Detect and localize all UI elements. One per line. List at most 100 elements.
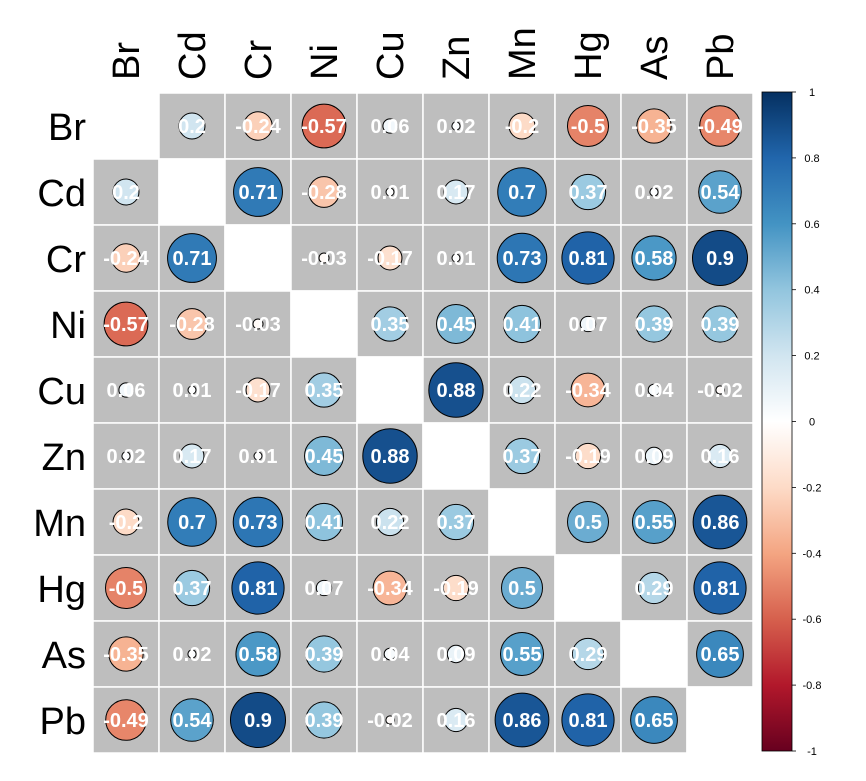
cell-mn-hg: 0.5: [554, 488, 622, 556]
colorbar-tick-label: -0.2: [803, 482, 822, 494]
cell-hg-pb: 0.81: [686, 554, 754, 622]
correlation-circle: [502, 304, 542, 344]
cell-background: [488, 488, 556, 556]
cell-mn-cr: 0.73: [224, 488, 292, 556]
row-label-hg: Hg: [37, 569, 86, 611]
correlation-circle: [561, 693, 615, 747]
correlation-value-label: -0.34: [367, 578, 413, 600]
correlation-circle: [304, 502, 344, 542]
cell-pb-as: 0.65: [620, 686, 688, 754]
cell-as-pb: 0.65: [686, 620, 754, 688]
cell-zn-cr: 0.01: [224, 422, 292, 490]
cell-zn-pb: 0.16: [686, 422, 754, 490]
correlation-value-label: 0.58: [635, 248, 674, 270]
correlation-circle: [707, 443, 733, 469]
correlation-value-label: -0.02: [697, 380, 743, 402]
correlation-value-label: 0.86: [503, 710, 542, 732]
column-label-ni: Ni: [304, 44, 346, 80]
cell-zn-mn: 0.37: [488, 422, 556, 490]
correlation-value-label: 0.73: [503, 248, 542, 270]
colorbar-tick-label: 0.8: [804, 153, 819, 165]
correlation-circle: [494, 692, 550, 748]
cell-background: [554, 554, 622, 622]
correlation-circle: [500, 566, 544, 610]
correlation-value-label: -0.03: [235, 314, 281, 336]
cell-background: [686, 422, 754, 490]
cell-mn-as: 0.55: [620, 488, 688, 556]
correlation-value-label: 0.71: [239, 182, 278, 204]
column-labels: Br Cd Cr Ni Cu Zn Mn Hg As Pb: [106, 27, 742, 80]
correlation-circle: [104, 566, 148, 610]
correlation-circle: [497, 167, 547, 217]
correlation-circle: [108, 636, 144, 672]
correlation-value-label: -0.28: [301, 182, 347, 204]
cell-cr-pb: 0.9: [686, 224, 754, 292]
correlation-value-label: 0.88: [437, 380, 476, 402]
cell-as-cu: 0.04: [356, 620, 424, 688]
correlation-value-label: 0.81: [239, 578, 278, 600]
cell-br-hg: -0.5: [554, 92, 622, 160]
correlation-circle: [167, 233, 217, 283]
correlation-circle: [315, 579, 333, 597]
cell-pb-br: -0.49: [92, 686, 160, 754]
cell-as-cr: 0.58: [224, 620, 292, 688]
correlation-circle: [701, 305, 739, 343]
cell-ni-zn: 0.45: [422, 290, 490, 358]
cell-mn-zn: 0.37: [422, 488, 490, 556]
cell-cu-cr: -0.17: [224, 356, 292, 424]
cell-cd-br: 0.2: [92, 158, 160, 226]
cell-pb-hg: 0.81: [554, 686, 622, 754]
correlation-value-label: 0.45: [305, 446, 344, 468]
cell-mn-mn: [488, 488, 556, 556]
cell-as-cd: 0.02: [158, 620, 226, 688]
correlation-circle: [696, 630, 744, 678]
correlation-circle: [566, 500, 610, 544]
cell-cr-cu: -0.17: [356, 224, 424, 292]
cell-hg-ni: 0.07: [290, 554, 358, 622]
cell-cd-zn: 0.17: [422, 158, 490, 226]
column-label-cr: Cr: [238, 40, 280, 80]
correlation-value-label: -0.49: [103, 710, 149, 732]
correlation-value-label: 0.07: [569, 314, 608, 336]
cell-cu-cd: 0.01: [158, 356, 226, 424]
correlation-value-label: 0.22: [503, 380, 542, 402]
correlation-circle: [631, 235, 677, 281]
cell-mn-cd: 0.7: [158, 488, 226, 556]
cell-zn-ni: 0.45: [290, 422, 358, 490]
correlation-value-label: -0.24: [235, 116, 281, 138]
cell-cu-cu: [356, 356, 424, 424]
correlation-value-label: -0.02: [367, 710, 413, 732]
correlation-circle: [693, 561, 747, 615]
column-label-mn: Mn: [502, 27, 544, 80]
cell-cr-cr: [224, 224, 292, 292]
correlation-circle: [362, 428, 418, 484]
colorbar-tick-label: 0: [809, 417, 815, 429]
cell-cu-ni: 0.35: [290, 356, 358, 424]
correlation-value-label: 0.37: [503, 446, 542, 468]
correlation-value-label: -0.34: [565, 380, 611, 402]
correlation-value-label: 0.06: [107, 380, 146, 402]
cell-cr-zn: 0.01: [422, 224, 490, 292]
cell-br-zn: 0.02: [422, 92, 490, 160]
correlation-value-label: 0.01: [371, 182, 410, 204]
correlation-value-label: 0.16: [701, 446, 740, 468]
correlation-value-label: 0.01: [437, 248, 476, 270]
row-label-as: As: [42, 635, 86, 677]
cell-background: [158, 158, 226, 226]
cell-as-as: [620, 620, 688, 688]
correlation-value-label: -0.03: [301, 248, 347, 270]
cell-br-cr: -0.24: [224, 92, 292, 160]
correlation-circle: [301, 103, 347, 149]
row-label-pb: Pb: [40, 701, 86, 743]
column-label-br: Br: [106, 42, 148, 80]
cell-cd-as: 0.02: [620, 158, 688, 226]
cell-zn-hg: -0.19: [554, 422, 622, 490]
correlation-value-label: 0.07: [305, 578, 344, 600]
colorbar-tick-label: -0.6: [803, 614, 822, 626]
cell-ni-cd: -0.28: [158, 290, 226, 358]
correlation-value-label: 0.86: [701, 512, 740, 534]
correlation-value-label: 0.41: [503, 314, 542, 336]
correlation-circle: [233, 167, 283, 217]
cell-hg-cd: 0.37: [158, 554, 226, 622]
cell-cu-hg: -0.34: [554, 356, 622, 424]
